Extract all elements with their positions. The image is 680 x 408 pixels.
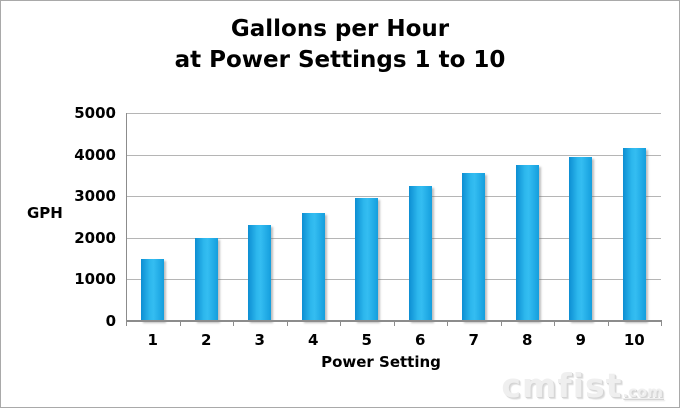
watermark-suffix: .com bbox=[622, 383, 663, 401]
x-axis-tick bbox=[447, 322, 448, 326]
x-axis-tick bbox=[180, 322, 181, 326]
bar-power-setting-6 bbox=[409, 186, 432, 321]
bar-power-setting-7 bbox=[462, 173, 485, 321]
x-tick-label-2: 2 bbox=[201, 331, 212, 349]
bar-power-setting-3 bbox=[248, 225, 271, 321]
x-tick-label-6: 6 bbox=[415, 331, 426, 349]
y-tick-label-3000: 3000 bbox=[74, 187, 116, 205]
x-tick-label-9: 9 bbox=[575, 331, 586, 349]
chart-title: Gallons per Hour at Power Settings 1 to … bbox=[1, 14, 679, 76]
y-tick-label-1000: 1000 bbox=[74, 270, 116, 288]
x-axis-tick bbox=[233, 322, 234, 326]
x-axis-tick bbox=[340, 322, 341, 326]
chart-title-line2: at Power Settings 1 to 10 bbox=[174, 47, 506, 73]
y-axis-title: GPH bbox=[27, 204, 63, 222]
x-tick-label-7: 7 bbox=[468, 331, 479, 349]
x-tick-label-5: 5 bbox=[361, 331, 372, 349]
gridline-2000 bbox=[126, 238, 661, 239]
plot-area bbox=[126, 113, 661, 321]
gridline-5000 bbox=[126, 113, 661, 114]
bar-power-setting-10 bbox=[623, 148, 646, 321]
chart-title-line1: Gallons per Hour bbox=[230, 16, 450, 42]
x-tick-label-3: 3 bbox=[254, 331, 265, 349]
x-tick-label-4: 4 bbox=[308, 331, 319, 349]
x-axis-tick bbox=[394, 322, 395, 326]
gridline-3000 bbox=[126, 196, 661, 197]
x-tick-label-1: 1 bbox=[147, 331, 158, 349]
bar-power-setting-9 bbox=[569, 157, 592, 321]
x-axis-tick bbox=[661, 322, 662, 326]
x-axis-title: Power Setting bbox=[321, 353, 441, 371]
y-axis-line bbox=[126, 113, 127, 326]
x-tick-label-10: 10 bbox=[623, 331, 645, 349]
x-axis-tick bbox=[287, 322, 288, 326]
x-axis-tick bbox=[554, 322, 555, 326]
gridline-1000 bbox=[126, 279, 661, 280]
watermark-main: cmfist bbox=[501, 366, 623, 405]
watermark: cmfist.com bbox=[501, 366, 663, 405]
x-axis-tick-labels: 1 2 3 4 5 6 7 8 9 10 bbox=[126, 331, 661, 349]
y-tick-label-0: 0 bbox=[105, 312, 116, 330]
y-tick-label-5000: 5000 bbox=[74, 104, 116, 122]
x-axis-tick bbox=[126, 322, 127, 326]
bar-power-setting-2 bbox=[195, 238, 218, 321]
x-axis-tick bbox=[608, 322, 609, 326]
bar-power-setting-1 bbox=[141, 259, 164, 321]
bar-power-setting-5 bbox=[355, 198, 378, 321]
x-axis-line bbox=[126, 320, 662, 322]
bar-power-setting-8 bbox=[516, 165, 539, 321]
x-axis-tick bbox=[501, 322, 502, 326]
x-tick-label-8: 8 bbox=[522, 331, 533, 349]
gridline-4000 bbox=[126, 155, 661, 156]
y-tick-label-4000: 4000 bbox=[74, 146, 116, 164]
bar-power-setting-4 bbox=[302, 213, 325, 321]
y-tick-label-2000: 2000 bbox=[74, 229, 116, 247]
